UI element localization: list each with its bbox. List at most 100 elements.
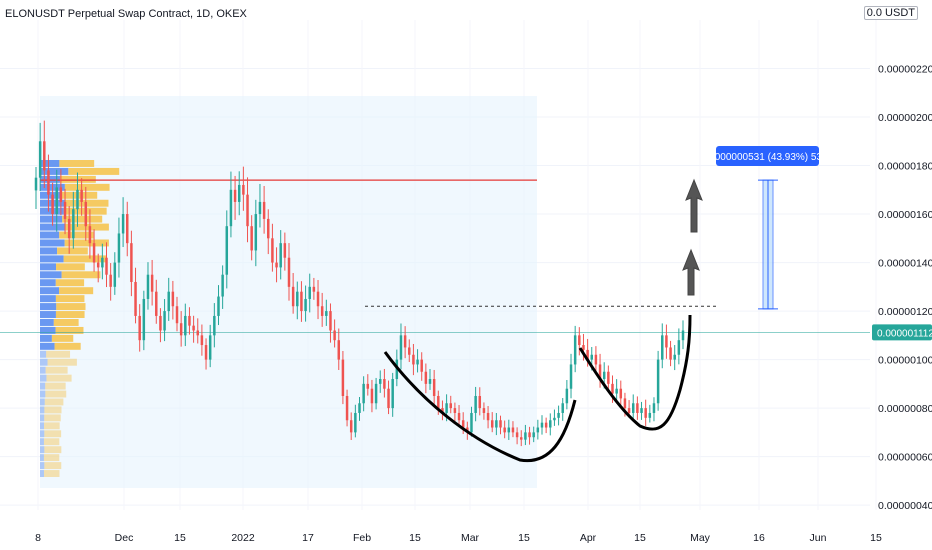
candle-body: [540, 422, 544, 428]
volume-profile-down-bar: [64, 239, 109, 247]
candle-body: [341, 359, 345, 396]
candle-body: [246, 194, 249, 227]
volume-profile-down-bar: [60, 191, 98, 199]
volume-profile-up-bar: [40, 422, 45, 430]
x-tick-label: 15: [634, 532, 646, 544]
volume-profile-down-bar: [47, 358, 77, 366]
candle-body: [673, 354, 676, 360]
candle-body: [677, 340, 681, 355]
volume-profile-up-bar: [40, 454, 44, 462]
candle-body: [428, 379, 432, 384]
candle-body: [627, 408, 631, 413]
volume-profile-down-bar: [44, 406, 62, 414]
candle-body: [333, 330, 336, 341]
volume-profile-down-bar: [46, 350, 71, 358]
candle-body: [661, 335, 664, 360]
volume-profile-up-bar: [40, 366, 46, 374]
candle-body: [320, 306, 324, 316]
volume-profile-down-bar: [44, 398, 64, 406]
candle-body: [524, 432, 527, 440]
volume-profile-up-bar: [40, 255, 64, 263]
candle-body: [644, 408, 647, 418]
candle-body: [615, 388, 618, 394]
candle-body: [213, 315, 216, 336]
volume-profile-down-bar: [68, 167, 120, 175]
candle-body: [96, 262, 100, 268]
candle-body: [279, 243, 282, 268]
candle-body: [150, 274, 154, 292]
volume-profile-down-bar: [64, 183, 110, 191]
candle-body: [300, 291, 303, 312]
candle-body: [258, 201, 262, 215]
candle-body: [503, 427, 506, 433]
candle-body: [134, 281, 137, 316]
candle-body: [101, 257, 104, 268]
candle-body: [337, 340, 341, 360]
volume-profile-down-bar: [43, 438, 60, 446]
candle-body: [117, 233, 121, 263]
candle-body: [354, 412, 357, 433]
y-tick-label: 0.000000400: [878, 500, 932, 512]
x-tick-label: 15: [870, 532, 882, 544]
candle-body: [681, 330, 685, 341]
volume-profile-up-bar: [40, 303, 57, 311]
candle-body: [204, 345, 208, 360]
volume-profile-down-bar: [63, 255, 106, 263]
candle-body: [80, 189, 83, 202]
volume-profile-up-bar: [40, 215, 63, 223]
x-tick-label: 17: [302, 532, 314, 544]
up-arrow-upper: [685, 178, 703, 233]
candle-body: [648, 412, 652, 418]
volume-profile-down-bar: [59, 160, 95, 167]
candle-body: [383, 379, 386, 389]
volume-profile-up-bar: [40, 231, 60, 239]
candle-body: [515, 432, 519, 438]
volume-profile-up-bar: [40, 430, 45, 438]
candle-body: [437, 395, 440, 409]
volume-profile-down-bar: [44, 446, 62, 454]
candle-body: [221, 274, 224, 297]
volume-profile-up-bar: [40, 326, 56, 334]
candle-body: [312, 286, 316, 292]
candle-body: [569, 364, 573, 389]
candle-body: [51, 194, 54, 215]
candle-body: [652, 403, 656, 413]
volume-profile-down-bar: [59, 231, 94, 239]
candle-body: [461, 420, 465, 428]
volume-profile-down-bar: [55, 311, 85, 318]
volume-profile-up-bar: [40, 406, 45, 414]
volume-profile-up-bar: [40, 398, 45, 406]
volume-profile-down-bar: [44, 422, 60, 430]
candle-body: [146, 274, 150, 299]
candle-body: [105, 257, 108, 275]
candle-body: [544, 422, 548, 428]
volume-profile-up-bar: [40, 470, 44, 477]
candle-body: [175, 306, 179, 324]
candle-body: [665, 335, 668, 348]
candle-body: [179, 323, 183, 336]
candle-body: [329, 311, 332, 331]
unit-badge[interactable]: 0.0 USDT: [863, 6, 918, 20]
candle-body: [399, 335, 403, 360]
candle-body: [250, 226, 253, 251]
candle-body: [217, 296, 220, 316]
candle-body: [155, 291, 158, 316]
candle-body: [520, 437, 523, 440]
volume-profile-up-bar: [40, 334, 52, 342]
candle-body: [196, 330, 199, 336]
candle-body: [55, 187, 58, 215]
volume-profile-down-bar: [45, 366, 68, 374]
candle-body: [528, 432, 531, 438]
candle-body: [291, 286, 295, 307]
candle-body: [445, 403, 448, 413]
candle-body: [499, 420, 502, 428]
measure-label-box: [716, 146, 819, 166]
x-tick-label: 15: [518, 532, 530, 544]
candle-body: [432, 379, 436, 396]
